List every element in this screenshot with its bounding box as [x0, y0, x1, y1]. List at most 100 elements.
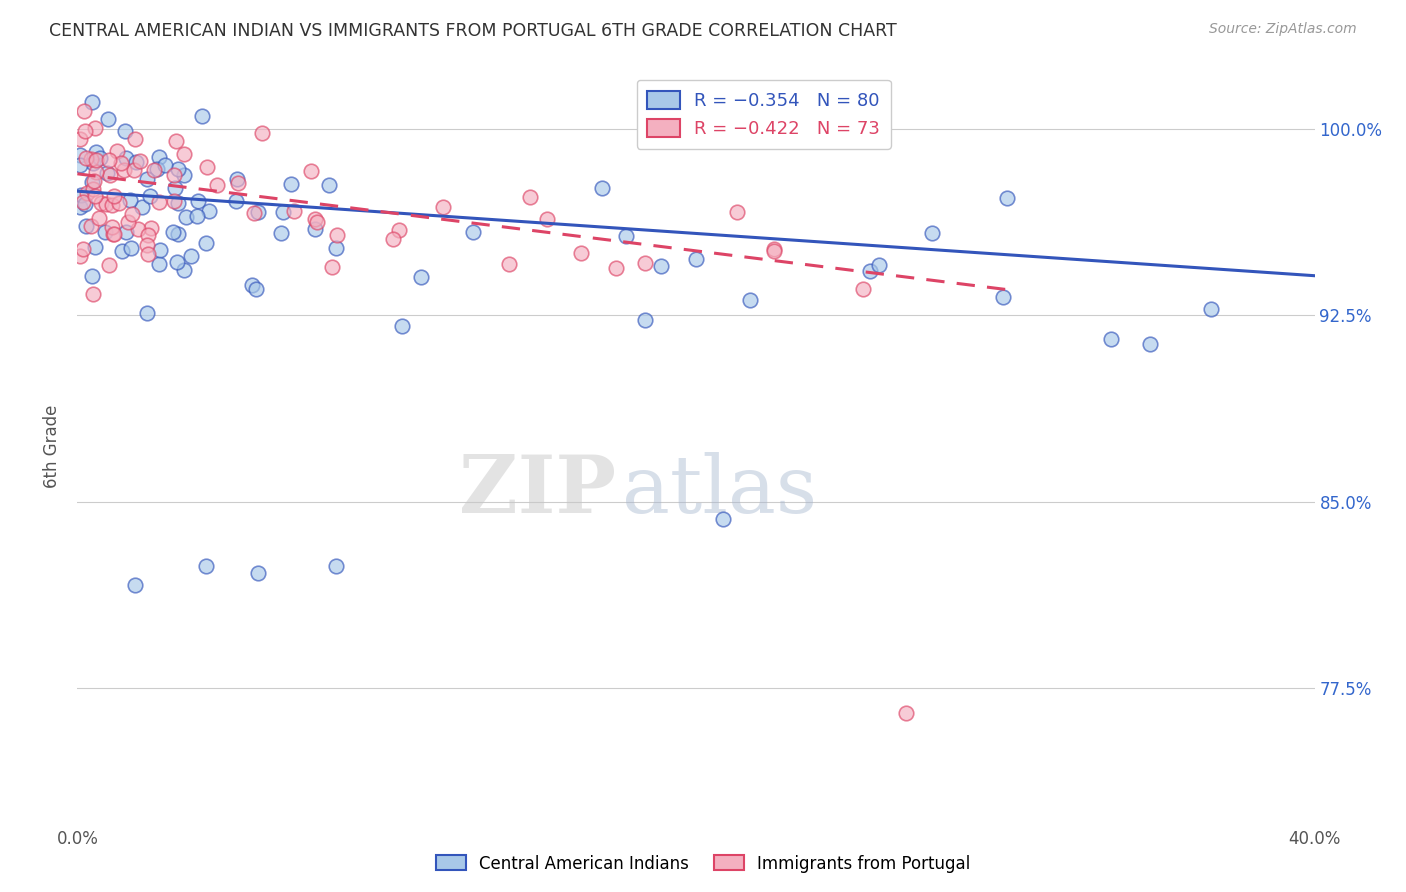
Text: Source: ZipAtlas.com: Source: ZipAtlas.com: [1209, 22, 1357, 37]
Point: [115, 151, 138, 165]
Point: [240, 278, 263, 293]
Point: [605, 261, 627, 276]
Point: [69, 201, 91, 215]
Point: [75, 124, 97, 138]
Point: [72, 194, 94, 209]
Point: [163, 169, 186, 183]
Point: [432, 200, 454, 214]
Point: [110, 156, 132, 170]
Point: [69, 148, 91, 162]
Text: ZIP: ZIP: [458, 452, 616, 531]
Point: [96, 165, 118, 179]
Point: [153, 158, 176, 172]
Point: [143, 163, 166, 178]
Point: [84, 189, 107, 203]
Point: [131, 200, 153, 214]
Point: [325, 241, 347, 255]
Point: [991, 290, 1014, 304]
Point: [167, 227, 190, 242]
Point: [409, 270, 432, 285]
Point: [868, 258, 890, 272]
Point: [89, 151, 111, 165]
Point: [226, 176, 249, 190]
Point: [463, 225, 485, 239]
Point: [194, 236, 217, 251]
Point: [82, 175, 104, 189]
Point: [127, 221, 149, 235]
Point: [83, 120, 105, 135]
Point: [101, 227, 124, 242]
Point: [80, 268, 103, 283]
Point: [80, 219, 103, 234]
Point: [98, 153, 121, 168]
Point: [76, 186, 98, 200]
Point: [84, 165, 107, 179]
Point: [194, 559, 217, 574]
Point: [591, 181, 613, 195]
Point: [148, 194, 170, 209]
Point: [80, 153, 103, 167]
Point: [162, 225, 184, 239]
Point: [725, 205, 748, 219]
Point: [167, 196, 190, 211]
Point: [146, 161, 169, 176]
Point: [124, 578, 146, 592]
Point: [270, 226, 292, 240]
Point: [304, 211, 326, 226]
Point: [136, 306, 159, 320]
Point: [995, 191, 1018, 205]
Point: [118, 193, 141, 207]
Point: [187, 194, 209, 208]
Point: [242, 206, 264, 220]
Point: [100, 168, 122, 182]
Point: [280, 177, 302, 191]
Point: [245, 283, 267, 297]
Point: [128, 154, 150, 169]
Point: [84, 240, 107, 254]
Point: [163, 194, 186, 208]
Point: [114, 124, 136, 138]
Point: [318, 178, 340, 193]
Point: [75, 197, 97, 211]
Point: [124, 131, 146, 145]
Point: [388, 223, 411, 237]
Point: [94, 226, 117, 240]
Point: [225, 172, 247, 186]
Point: [136, 227, 159, 242]
Point: [325, 558, 347, 573]
Point: [633, 313, 655, 327]
Point: [82, 286, 104, 301]
Point: [139, 221, 162, 235]
Point: [107, 195, 129, 210]
Point: [271, 205, 294, 219]
Text: CENTRAL AMERICAN INDIAN VS IMMIGRANTS FROM PORTUGAL 6TH GRADE CORRELATION CHART: CENTRAL AMERICAN INDIAN VS IMMIGRANTS FR…: [49, 22, 897, 40]
Point: [896, 706, 918, 721]
Point: [103, 227, 125, 241]
Point: [82, 156, 104, 170]
Point: [738, 293, 761, 307]
Point: [103, 189, 125, 203]
Point: [685, 252, 707, 266]
Point: [165, 180, 187, 194]
Point: [70, 188, 93, 202]
Point: [180, 249, 202, 263]
Point: [115, 225, 138, 239]
Point: [111, 244, 134, 258]
Point: [80, 95, 103, 109]
Legend: R = −0.354   N = 80, R = −0.422   N = 73: R = −0.354 N = 80, R = −0.422 N = 73: [637, 79, 891, 149]
Point: [711, 512, 734, 526]
Point: [148, 256, 170, 270]
Point: [634, 256, 657, 270]
Point: [307, 215, 329, 229]
Point: [122, 163, 145, 178]
Point: [304, 222, 326, 236]
Point: [391, 319, 413, 334]
Point: [921, 226, 943, 240]
Point: [246, 566, 269, 581]
Point: [138, 247, 160, 261]
Point: [112, 162, 135, 177]
Y-axis label: 6th Grade: 6th Grade: [44, 404, 62, 488]
Point: [1199, 302, 1222, 317]
Point: [69, 132, 91, 146]
Point: [89, 195, 111, 210]
